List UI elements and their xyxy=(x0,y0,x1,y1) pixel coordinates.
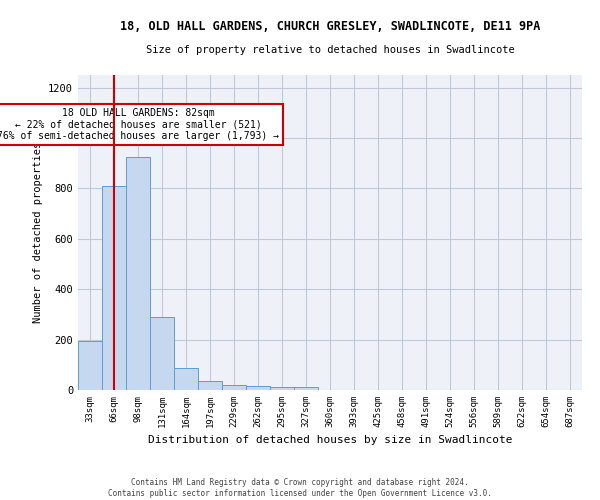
Text: Contains HM Land Registry data © Crown copyright and database right 2024.
Contai: Contains HM Land Registry data © Crown c… xyxy=(108,478,492,498)
Text: 18 OLD HALL GARDENS: 82sqm
← 22% of detached houses are smaller (521)
76% of sem: 18 OLD HALL GARDENS: 82sqm ← 22% of deta… xyxy=(0,108,279,141)
Text: 18, OLD HALL GARDENS, CHURCH GRESLEY, SWADLINCOTE, DE11 9PA: 18, OLD HALL GARDENS, CHURCH GRESLEY, SW… xyxy=(120,20,540,33)
Bar xyxy=(270,387,294,390)
Bar xyxy=(102,186,126,390)
Text: Size of property relative to detached houses in Swadlincote: Size of property relative to detached ho… xyxy=(146,45,514,55)
Bar xyxy=(198,381,222,390)
Bar xyxy=(78,341,102,390)
Bar xyxy=(246,386,270,390)
Bar xyxy=(294,388,318,390)
X-axis label: Distribution of detached houses by size in Swadlincote: Distribution of detached houses by size … xyxy=(148,436,512,446)
Bar xyxy=(222,385,246,390)
Y-axis label: Number of detached properties: Number of detached properties xyxy=(32,142,43,323)
Bar xyxy=(126,157,150,390)
Bar xyxy=(150,317,174,390)
Bar xyxy=(174,368,198,390)
